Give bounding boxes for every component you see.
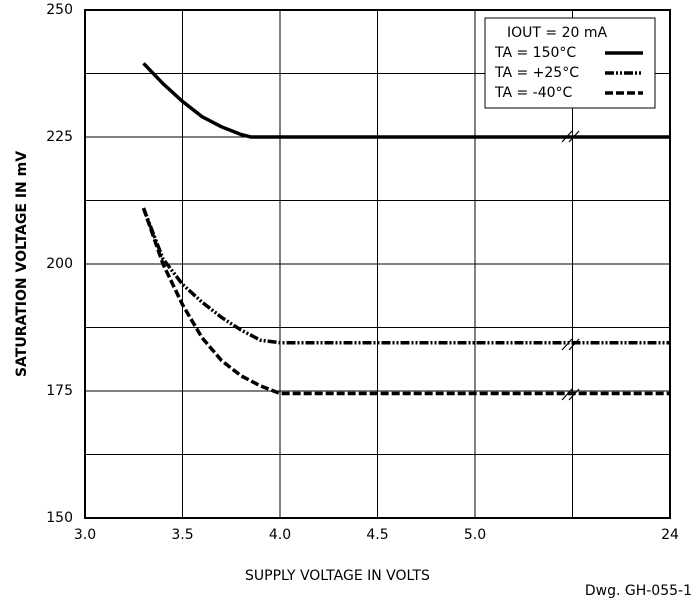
legend-label: TA = -40°C bbox=[494, 85, 573, 101]
legend-box bbox=[484, 17, 656, 109]
plot-frame bbox=[84, 9, 671, 519]
legend-title: IOUT = 20 mA bbox=[507, 25, 607, 41]
drawing-note: Dwg. GH-055-1 bbox=[585, 583, 692, 599]
series-line bbox=[141, 207, 670, 396]
series-line bbox=[141, 207, 670, 345]
x-tick-label: 3.0 bbox=[74, 527, 96, 543]
y-axis-label: SATURATION VOLTAGE IN mV bbox=[14, 151, 30, 377]
x-tick-label: 4.5 bbox=[366, 527, 388, 543]
x-axis-label: SUPPLY VOLTAGE IN VOLTS bbox=[245, 568, 430, 584]
y-tick-label: 150 bbox=[46, 510, 73, 526]
y-tick-label: 225 bbox=[46, 129, 73, 145]
x-tick-label: 24 bbox=[661, 527, 679, 543]
x-tick-label: 5.0 bbox=[464, 527, 486, 543]
x-tick-label: 3.5 bbox=[171, 527, 193, 543]
y-tick-label: 200 bbox=[46, 256, 73, 272]
legend-label: TA = +25°C bbox=[494, 65, 579, 81]
plot: 150 175 200 225 250 3.0 3.5 4.0 4.5 5.0 24 IOUT = 2… bbox=[46, 2, 679, 543]
series-line bbox=[142, 62, 670, 139]
x-tick-label: 4.0 bbox=[269, 527, 291, 543]
axis-breaks bbox=[561, 130, 580, 401]
y-tick-label: 175 bbox=[46, 383, 73, 399]
legend-label: TA = 150°C bbox=[494, 45, 576, 61]
y-tick-label: 250 bbox=[46, 2, 73, 18]
